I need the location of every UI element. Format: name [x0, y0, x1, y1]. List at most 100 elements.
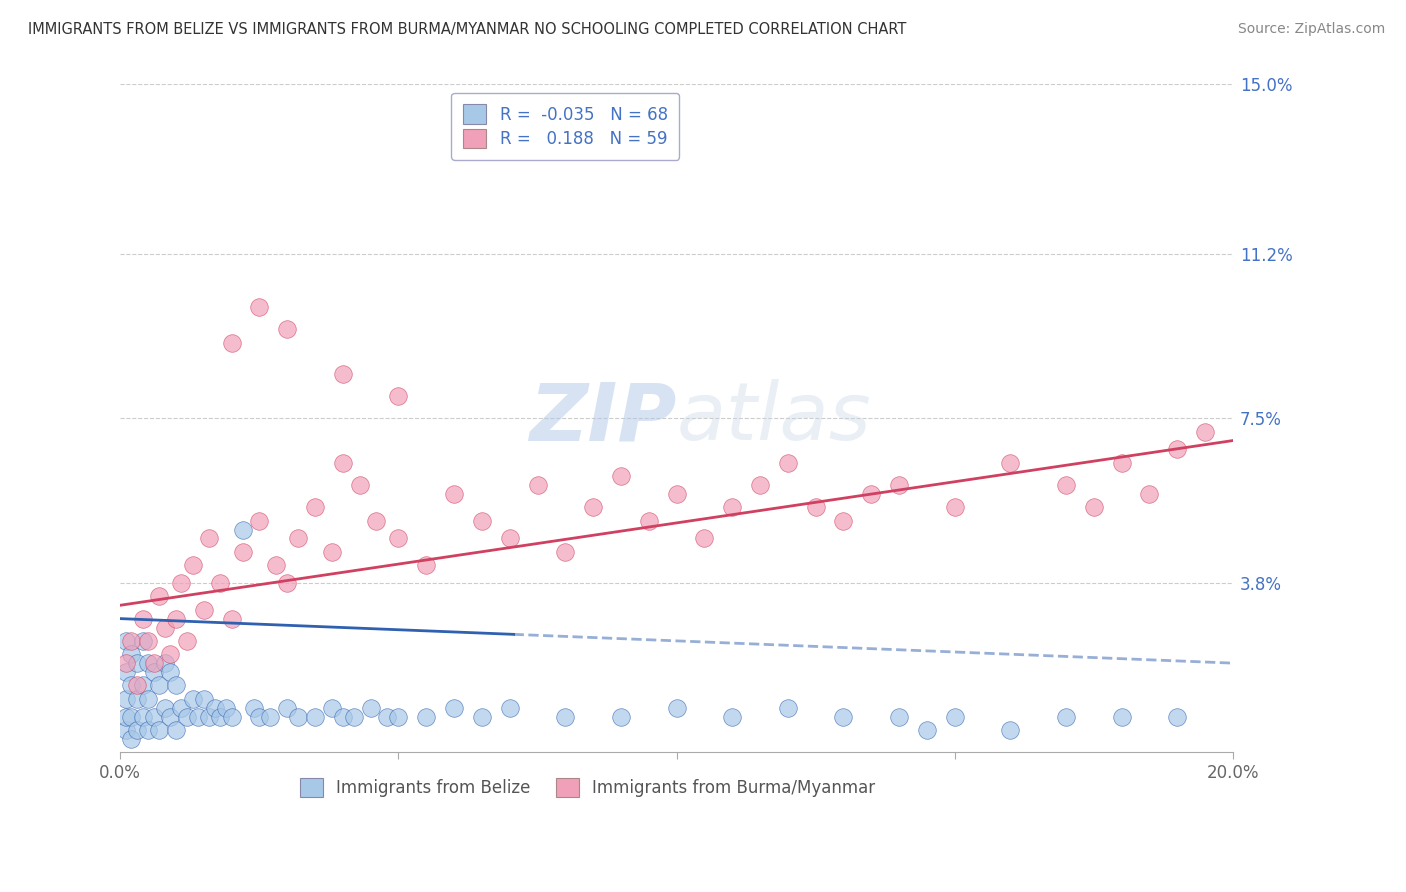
Point: [276, 576, 298, 591]
Point: [136, 723, 159, 737]
Point: [387, 709, 409, 723]
Point: [443, 700, 465, 714]
Point: [232, 523, 254, 537]
Point: [321, 545, 343, 559]
Point: [232, 545, 254, 559]
Point: [198, 709, 221, 723]
Point: [115, 633, 138, 648]
Point: [665, 487, 688, 501]
Point: [120, 709, 142, 723]
Point: [193, 603, 215, 617]
Point: [776, 700, 799, 714]
Point: [221, 612, 243, 626]
Point: [247, 514, 270, 528]
Point: [159, 709, 181, 723]
Point: [176, 709, 198, 723]
Point: [360, 700, 382, 714]
Point: [215, 700, 238, 714]
Point: [204, 700, 226, 714]
Point: [1111, 456, 1133, 470]
Point: [554, 545, 576, 559]
Point: [832, 709, 855, 723]
Point: [153, 700, 176, 714]
Point: [125, 656, 148, 670]
Point: [637, 514, 659, 528]
Point: [860, 487, 883, 501]
Point: [526, 478, 548, 492]
Point: [887, 478, 910, 492]
Point: [554, 709, 576, 723]
Point: [832, 514, 855, 528]
Point: [276, 700, 298, 714]
Point: [264, 558, 287, 573]
Point: [943, 709, 966, 723]
Point: [1054, 709, 1077, 723]
Point: [181, 558, 204, 573]
Point: [136, 691, 159, 706]
Point: [1111, 709, 1133, 723]
Point: [148, 723, 170, 737]
Point: [165, 678, 187, 692]
Point: [221, 335, 243, 350]
Point: [165, 723, 187, 737]
Point: [366, 514, 388, 528]
Point: [1194, 425, 1216, 439]
Point: [1000, 456, 1022, 470]
Legend: Immigrants from Belize, Immigrants from Burma/Myanmar: Immigrants from Belize, Immigrants from …: [292, 772, 882, 804]
Point: [136, 656, 159, 670]
Point: [375, 709, 398, 723]
Point: [148, 678, 170, 692]
Point: [304, 709, 326, 723]
Point: [276, 322, 298, 336]
Point: [915, 723, 938, 737]
Point: [1166, 442, 1188, 457]
Point: [471, 514, 494, 528]
Point: [387, 532, 409, 546]
Point: [120, 731, 142, 746]
Point: [136, 633, 159, 648]
Point: [125, 691, 148, 706]
Point: [610, 469, 633, 483]
Point: [125, 723, 148, 737]
Point: [115, 665, 138, 679]
Point: [499, 532, 522, 546]
Point: [943, 500, 966, 515]
Point: [247, 300, 270, 314]
Point: [349, 478, 371, 492]
Point: [153, 620, 176, 634]
Point: [332, 709, 354, 723]
Point: [332, 367, 354, 381]
Point: [1000, 723, 1022, 737]
Point: [142, 656, 165, 670]
Point: [142, 665, 165, 679]
Point: [159, 647, 181, 661]
Point: [115, 691, 138, 706]
Text: Source: ZipAtlas.com: Source: ZipAtlas.com: [1237, 22, 1385, 37]
Point: [115, 709, 138, 723]
Text: atlas: atlas: [676, 379, 872, 458]
Point: [120, 633, 142, 648]
Point: [221, 709, 243, 723]
Point: [499, 700, 522, 714]
Point: [415, 709, 437, 723]
Point: [259, 709, 281, 723]
Point: [247, 709, 270, 723]
Point: [125, 678, 148, 692]
Point: [343, 709, 366, 723]
Point: [187, 709, 209, 723]
Point: [610, 709, 633, 723]
Point: [131, 678, 153, 692]
Point: [776, 456, 799, 470]
Point: [582, 500, 605, 515]
Point: [1166, 709, 1188, 723]
Point: [693, 532, 716, 546]
Point: [721, 500, 744, 515]
Point: [181, 691, 204, 706]
Text: IMMIGRANTS FROM BELIZE VS IMMIGRANTS FROM BURMA/MYANMAR NO SCHOOLING COMPLETED C: IMMIGRANTS FROM BELIZE VS IMMIGRANTS FRO…: [28, 22, 907, 37]
Point: [198, 532, 221, 546]
Point: [287, 532, 309, 546]
Point: [170, 576, 193, 591]
Point: [193, 691, 215, 706]
Point: [471, 709, 494, 723]
Point: [332, 456, 354, 470]
